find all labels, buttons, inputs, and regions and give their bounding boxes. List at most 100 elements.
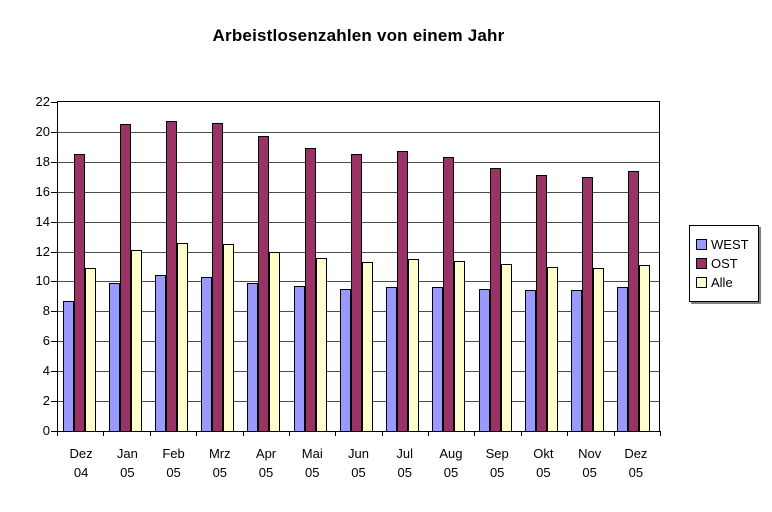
y-axis-label: 10 (35, 273, 50, 288)
bar-west-3 (201, 276, 213, 431)
x-label-month: Apr (255, 446, 277, 461)
x-label-month: Jul (396, 446, 414, 461)
x-axis-label: Jan 05 (104, 444, 150, 482)
x-label-year: 05 (351, 465, 366, 480)
bar-alle-0 (84, 268, 96, 431)
x-label-month: Nov (578, 446, 602, 461)
x-label-year: 05 (536, 465, 551, 480)
bar-alle-4 (269, 251, 281, 431)
legend-item: WEST (696, 237, 749, 252)
y-axis-label: 6 (42, 333, 50, 348)
y-axis-label: 2 (42, 393, 50, 408)
bar-ost-11 (582, 176, 594, 431)
x-axis-label: Mrz 05 (197, 444, 243, 482)
x-label-month: Feb (162, 446, 185, 461)
x-axis-tick (567, 431, 568, 436)
y-axis-label: 14 (35, 214, 50, 229)
x-axis-tick (57, 431, 58, 436)
bar-ost-9 (489, 167, 501, 431)
bar-alle-9 (500, 263, 512, 431)
bar-ost-12 (628, 170, 640, 431)
x-label-month: Jan (116, 446, 138, 461)
legend-label: OST (711, 256, 738, 271)
bar-ost-3 (212, 122, 224, 431)
x-label-year: 05 (120, 465, 135, 480)
x-axis-label: Mai 05 (289, 444, 335, 482)
x-label-month: Sep (485, 446, 509, 461)
bar-west-9 (478, 288, 490, 431)
y-axis-tick (51, 431, 57, 432)
y-axis-tick (51, 281, 57, 282)
y-axis-tick (51, 132, 57, 133)
bar-ost-0 (73, 154, 85, 431)
x-label-year: 05 (582, 465, 597, 480)
bar-west-4 (247, 282, 259, 431)
y-axis-label: 16 (35, 184, 50, 199)
x-label-month: Dez (624, 446, 648, 461)
y-axis-tick (51, 341, 57, 342)
x-label-year: 05 (443, 465, 459, 480)
x-axis-tick (335, 431, 336, 436)
y-axis-tick (51, 252, 57, 253)
bar-alle-6 (361, 262, 373, 431)
x-label-month: Jun (348, 446, 369, 461)
x-axis-tick (289, 431, 290, 436)
x-axis-label: Okt 05 (520, 444, 566, 482)
bar-alle-2 (176, 242, 188, 431)
x-label-year: 05 (258, 465, 274, 480)
y-axis-tick (51, 192, 57, 193)
legend-label: Alle (711, 275, 733, 290)
x-axis-label: Nov 05 (567, 444, 613, 482)
bar-alle-12 (639, 265, 651, 431)
bar-west-7 (386, 287, 398, 431)
legend-swatch (696, 258, 707, 269)
bar-alle-3 (223, 244, 235, 431)
chart-title: Arbeistlosenzahlen von einem Jahr (212, 26, 505, 45)
y-axis-tick (51, 401, 57, 402)
x-label-year: 05 (397, 465, 412, 480)
x-label-year: 05 (489, 465, 505, 480)
x-axis-tick (614, 431, 615, 436)
legend: WEST OST Alle (689, 225, 759, 302)
y-axis-label: 22 (35, 94, 50, 109)
legend-swatch (696, 239, 707, 250)
x-label-month: Dez (69, 446, 93, 461)
x-axis-tick (474, 431, 475, 436)
bar-alle-7 (408, 259, 420, 431)
bar-alle-5 (315, 257, 327, 431)
x-label-month: Okt (533, 446, 554, 461)
x-label-month: Mrz (208, 446, 231, 461)
legend-item: Alle (696, 275, 749, 290)
y-axis-label: 8 (42, 303, 50, 318)
x-axis-tick (150, 431, 151, 436)
bar-west-5 (293, 285, 305, 431)
bar-alle-11 (593, 268, 605, 431)
y-axis-tick (51, 222, 57, 223)
bar-west-0 (62, 300, 74, 431)
bar-ost-4 (258, 136, 270, 431)
bar-west-2 (154, 275, 166, 431)
y-axis-label: 12 (35, 244, 50, 259)
x-axis-tick (382, 431, 383, 436)
legend-swatch (696, 277, 707, 288)
bar-west-8 (432, 287, 444, 431)
y-axis-tick (51, 102, 57, 103)
y-axis-label: 4 (42, 363, 50, 378)
x-label-year: 05 (305, 465, 320, 480)
x-label-month: Aug (439, 446, 463, 461)
legend-label: WEST (711, 237, 749, 252)
bar-west-10 (524, 290, 536, 431)
bar-alle-10 (546, 266, 558, 431)
x-axis-tick (196, 431, 197, 436)
y-axis-tick (51, 311, 57, 312)
x-axis-tick (243, 431, 244, 436)
y-axis-tick (51, 162, 57, 163)
bar-ost-8 (443, 157, 455, 431)
x-axis-tick (660, 431, 661, 436)
x-label-year: 05 (628, 465, 644, 480)
y-axis-label: 18 (35, 154, 50, 169)
x-axis-label: Apr 05 (243, 444, 289, 482)
x-label-year: 05 (166, 465, 181, 480)
x-label-month: Mai (301, 446, 323, 461)
